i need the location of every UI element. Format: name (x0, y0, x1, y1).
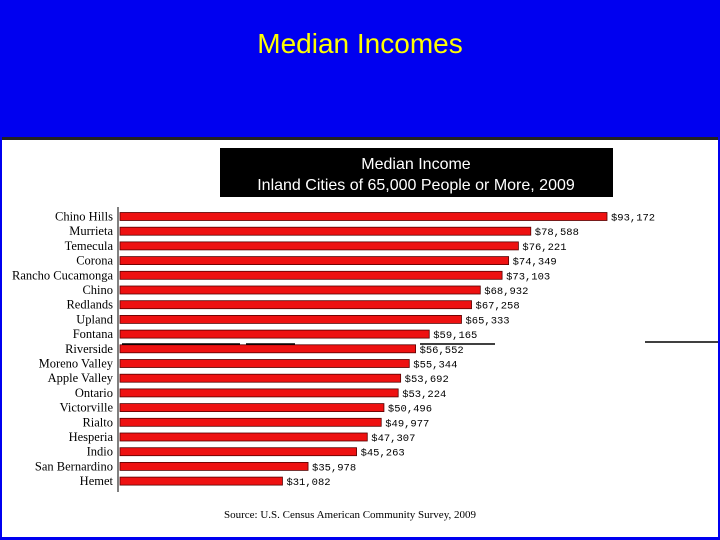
bar-value-label: $78,588 (535, 227, 579, 239)
category-label: Fontana (73, 327, 114, 341)
bar-value-label: $53,224 (402, 389, 446, 401)
category-label: Murrieta (69, 224, 113, 238)
bar (119, 212, 608, 221)
category-label: Indio (87, 445, 113, 459)
category-label: Hemet (80, 474, 114, 488)
bar (119, 432, 368, 442)
bar (119, 388, 399, 398)
bar-value-label: $31,082 (286, 477, 330, 489)
bar (119, 329, 430, 339)
bar-value-label: $76,221 (522, 242, 566, 254)
bar-value-label: $49,977 (385, 418, 429, 430)
category-label: Apple Valley (48, 371, 114, 385)
bar (119, 285, 481, 295)
slide-title: Median Incomes (257, 28, 463, 59)
chart-title-box (220, 148, 613, 197)
category-label: Chino Hills (55, 210, 113, 224)
category-label: Chino (82, 283, 113, 297)
bar-value-label: $67,258 (476, 301, 520, 313)
category-label: Ontario (75, 386, 113, 400)
bar (119, 359, 410, 368)
bar-value-label: $50,496 (388, 404, 432, 416)
category-label: Corona (76, 254, 113, 268)
category-label: Moreno Valley (39, 357, 114, 371)
bar (119, 314, 462, 324)
bar (119, 403, 385, 413)
bar (119, 417, 382, 427)
bar (119, 270, 503, 280)
bar-value-label: $65,333 (465, 315, 509, 327)
bar-value-label: $53,692 (405, 374, 449, 386)
bar-value-label: $74,349 (513, 257, 557, 269)
category-label: Upland (76, 312, 114, 326)
bar (119, 300, 472, 310)
panel-top-rule (2, 137, 718, 140)
bar (119, 241, 519, 251)
bar-value-label: $47,307 (371, 433, 415, 445)
bar (119, 476, 283, 486)
bar-value-label: $93,172 (611, 213, 655, 225)
chart-subtitle: Inland Cities of 65,000 People or More, … (257, 177, 575, 194)
source-note: Source: U.S. Census American Community S… (224, 509, 476, 521)
chart-title: Median Income (361, 156, 470, 173)
bar-value-label: $59,165 (433, 330, 477, 342)
category-label: San Bernardino (35, 459, 113, 473)
bar (119, 344, 416, 354)
bar-value-label: $56,552 (420, 345, 464, 357)
bar-value-label: $45,263 (361, 448, 405, 460)
category-label: Rancho Cucamonga (12, 268, 113, 282)
bar (119, 373, 402, 383)
bar (119, 226, 532, 236)
category-label: Rialto (82, 415, 113, 429)
category-label: Hesperia (69, 430, 114, 444)
bar-value-label: $68,932 (484, 286, 528, 298)
bar (119, 447, 357, 457)
bar (119, 256, 510, 266)
category-label: Victorville (60, 401, 114, 415)
bar-value-label: $35,978 (312, 462, 356, 474)
bar (119, 461, 309, 471)
category-label: Temecula (65, 239, 114, 253)
category-label: Riverside (65, 342, 113, 356)
category-label: Redlands (66, 298, 113, 312)
bar-value-label: $55,344 (413, 360, 457, 372)
bar-value-label: $73,103 (506, 271, 550, 283)
